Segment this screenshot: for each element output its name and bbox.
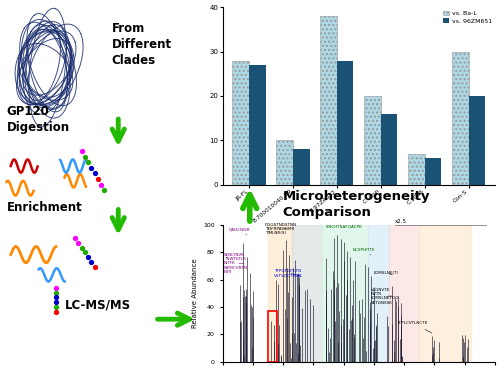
Bar xyxy=(380,114,398,184)
Text: From
Different
Clades: From Different Clades xyxy=(112,22,172,67)
Text: LC-MS/MS: LC-MS/MS xyxy=(64,299,130,312)
Text: NCSPHITTE: NCSPHITTE xyxy=(352,248,376,255)
Text: LINCHTSAFQACPK: LINCHTSAFQACPK xyxy=(326,224,362,228)
Bar xyxy=(424,158,442,184)
Bar xyxy=(293,149,310,184)
Bar xyxy=(276,140,293,184)
Bar xyxy=(268,311,277,362)
Text: LTPLCVTLNCTE: LTPLCVTLNCTE xyxy=(398,321,432,333)
Legend: vs. Ba-L, vs. 96ZM651: vs. Ba-L, vs. 96ZM651 xyxy=(443,10,492,24)
Y-axis label: Relative Abundance: Relative Abundance xyxy=(192,259,198,328)
Text: QAHCNISR: QAHCNISR xyxy=(228,227,250,235)
Text: TFPGTGPCTN
VSTVQCTHGK: TFPGTGPCTN VSTVQCTHGK xyxy=(274,269,302,277)
Bar xyxy=(452,52,468,184)
Bar xyxy=(468,96,485,184)
Text: x2.5: x2.5 xyxy=(395,219,407,224)
Bar xyxy=(292,225,322,362)
Bar xyxy=(420,225,471,362)
Bar xyxy=(408,154,424,184)
Bar xyxy=(368,225,389,362)
Bar xyxy=(389,225,420,362)
Bar xyxy=(268,225,292,362)
Bar xyxy=(232,61,249,184)
Text: SENLTNVK
TNWTKTLR
NITFK
SIEMCVRPN
NTR: SENLTNVK TNWTKTLR NITFK SIEMCVRPN NTR xyxy=(224,253,248,274)
Text: Microheterogeneity
Comparison: Microheterogeneity Comparison xyxy=(282,190,430,219)
Text: LDMSLNE(T): LDMSLNE(T) xyxy=(374,271,399,275)
Text: DGGSTNDSTNN
TEIFRPAGGMR
TIMLNR(S): DGGSTNDSTNN TEIFRPAGGMR TIMLNR(S) xyxy=(265,223,297,235)
Bar xyxy=(249,65,266,184)
Bar xyxy=(320,16,337,184)
Text: Enrichment: Enrichment xyxy=(6,201,82,214)
Bar xyxy=(337,61,353,184)
Bar xyxy=(322,225,368,362)
Text: GP120
Digestion: GP120 Digestion xyxy=(6,105,70,134)
Text: VLGNVTE
NVTR
LDMSLNETOO
SETGNSSK: VLGNVTE NVTR LDMSLNETOO SETGNSSK xyxy=(371,288,399,304)
Bar xyxy=(364,96,380,184)
